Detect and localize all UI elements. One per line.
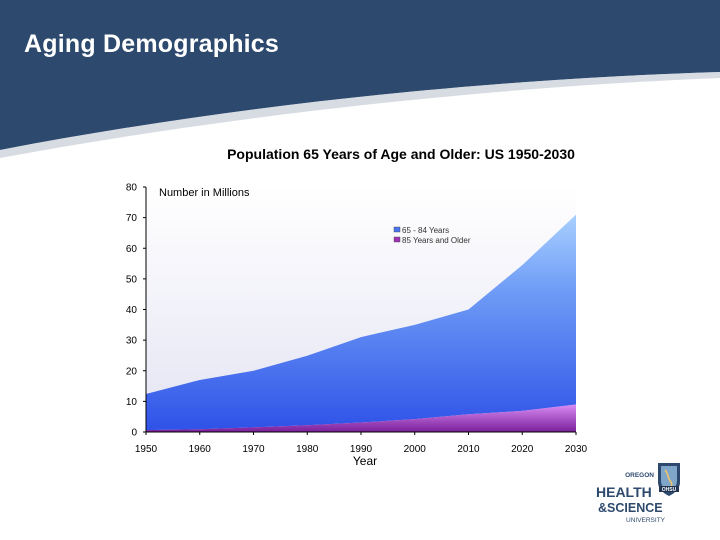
x-tick-label: 2010 (457, 444, 480, 455)
logo-line-1: OREGON (625, 472, 654, 479)
legend-swatch-65-84 (393, 226, 401, 233)
ohsu-logo: OHSU OREGON HEALTH &SCIENCE UNIVERSITY (596, 463, 680, 524)
series-area-85-plus (146, 404, 576, 432)
chart-title: Population 65 Years of Age and Older: US… (227, 146, 575, 162)
legend: 65 - 84 Years 85 Years and Older (393, 226, 471, 245)
y-tick-label: 80 (126, 183, 138, 194)
y-tick-label: 60 (126, 244, 138, 255)
logo-line-3: &SCIENCE (598, 501, 663, 515)
x-tick-label: 2030 (565, 444, 588, 455)
header-swoosh-shadow (0, 72, 720, 158)
y-axis-label: Number in Millions (159, 187, 250, 199)
header-background (0, 0, 720, 150)
slide-title: Aging Demographics (24, 30, 280, 58)
y-tick-label: 40 (126, 305, 138, 316)
y-tick-label: 50 (126, 274, 138, 285)
y-tick-label: 20 (126, 366, 138, 377)
x-tick-label: 1970 (242, 444, 265, 455)
y-tick-label: 0 (131, 428, 137, 439)
logo-shield-text: OHSU (662, 487, 677, 493)
legend-label-65-84: 65 - 84 Years (402, 226, 449, 235)
x-axis-label: Year (353, 454, 377, 468)
y-tick-label: 30 (126, 336, 138, 347)
legend-label-85-plus: 85 Years and Older (402, 236, 471, 245)
x-tick-label: 1950 (135, 444, 158, 455)
x-tick-label: 1990 (350, 444, 373, 455)
x-tick-label: 2000 (404, 444, 427, 455)
y-tick-label: 10 (126, 397, 138, 408)
y-tick-label: 70 (126, 213, 138, 224)
ohsu-shield-icon: OHSU (658, 463, 680, 496)
legend-swatch-85-plus (393, 236, 401, 243)
x-tick-label: 2020 (511, 444, 534, 455)
logo-line-2: HEALTH (596, 484, 652, 500)
logo-line-4: UNIVERSITY (626, 517, 666, 524)
series-area-65-84 (146, 214, 576, 431)
x-tick-label: 1980 (296, 444, 319, 455)
x-tick-label: 1960 (189, 444, 212, 455)
header-band (0, 0, 720, 158)
